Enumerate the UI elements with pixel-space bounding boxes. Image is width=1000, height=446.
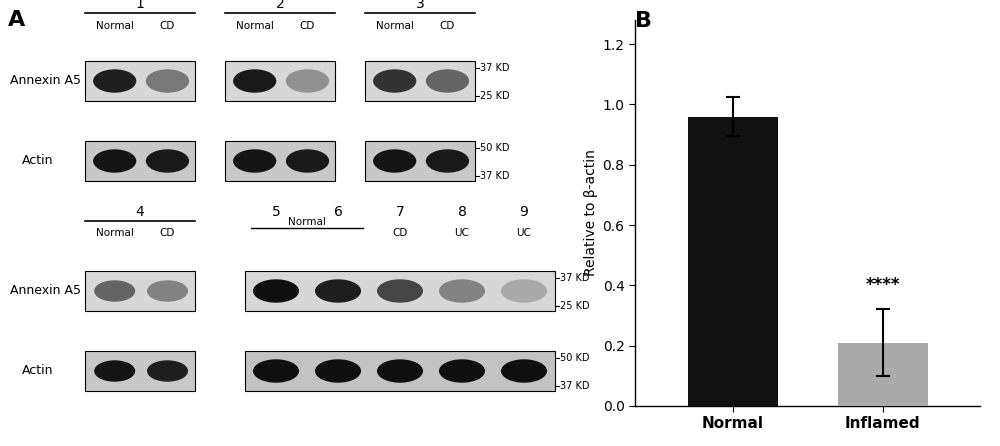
Ellipse shape [234, 150, 276, 172]
Text: UC: UC [517, 228, 531, 238]
Ellipse shape [147, 70, 188, 92]
Text: CD: CD [160, 21, 175, 31]
Text: Normal: Normal [96, 228, 134, 238]
Ellipse shape [378, 360, 422, 382]
Text: Normal: Normal [96, 21, 134, 31]
Text: CD: CD [300, 21, 315, 31]
Text: 50 KD: 50 KD [480, 143, 510, 153]
Bar [838, 343, 928, 406]
Text: Annexin A5: Annexin A5 [10, 285, 81, 297]
Ellipse shape [287, 70, 328, 92]
Text: 37 KD: 37 KD [480, 63, 510, 73]
Y-axis label: Relative to β-actin: Relative to β-actin [584, 149, 598, 277]
Text: A: A [8, 10, 25, 30]
Bar [85, 61, 195, 101]
Bar [365, 141, 475, 181]
Ellipse shape [94, 150, 136, 172]
Ellipse shape [148, 361, 187, 381]
Ellipse shape [427, 150, 468, 172]
Bar [85, 141, 195, 181]
Text: Normal: Normal [288, 217, 326, 227]
Text: Normal: Normal [376, 21, 414, 31]
Bar [85, 271, 195, 311]
Ellipse shape [374, 150, 416, 172]
Text: 7: 7 [396, 205, 404, 219]
Text: CD: CD [160, 228, 175, 238]
Ellipse shape [94, 70, 136, 92]
Bar [365, 61, 475, 101]
Bar [245, 351, 555, 391]
Text: UC: UC [455, 228, 469, 238]
Text: 3: 3 [416, 0, 424, 11]
Text: 4: 4 [136, 205, 144, 219]
Bar [688, 116, 778, 406]
Ellipse shape [440, 360, 484, 382]
Ellipse shape [378, 280, 422, 302]
Text: 25 KD: 25 KD [480, 91, 510, 101]
Text: 9: 9 [520, 205, 528, 219]
Text: ****: **** [865, 277, 900, 294]
Ellipse shape [234, 70, 276, 92]
Text: 2: 2 [276, 0, 284, 11]
Ellipse shape [374, 70, 416, 92]
Bar [245, 271, 555, 311]
Ellipse shape [316, 360, 360, 382]
Text: 6: 6 [334, 205, 342, 219]
Text: 37 KD: 37 KD [480, 171, 510, 181]
Ellipse shape [147, 150, 188, 172]
Bar [85, 351, 195, 391]
Ellipse shape [254, 280, 298, 302]
Text: 37 KD: 37 KD [560, 273, 590, 283]
Text: 5: 5 [272, 205, 280, 219]
Text: CD: CD [392, 228, 408, 238]
Ellipse shape [95, 281, 134, 301]
Text: CD: CD [440, 21, 455, 31]
Bar [225, 61, 335, 101]
Text: 25 KD: 25 KD [560, 301, 590, 311]
Ellipse shape [287, 150, 328, 172]
Text: 37 KD: 37 KD [560, 381, 590, 391]
Ellipse shape [427, 70, 468, 92]
Text: B: B [635, 11, 652, 31]
Ellipse shape [254, 360, 298, 382]
Text: Normal: Normal [236, 21, 274, 31]
Text: Annexin A5: Annexin A5 [10, 74, 81, 87]
Text: Actin: Actin [22, 154, 54, 168]
Ellipse shape [440, 280, 484, 302]
Text: 1: 1 [136, 0, 144, 11]
Text: 50 KD: 50 KD [560, 353, 590, 363]
Text: 8: 8 [458, 205, 466, 219]
Ellipse shape [316, 280, 360, 302]
Bar [225, 141, 335, 181]
Ellipse shape [148, 281, 187, 301]
Ellipse shape [502, 280, 546, 302]
Ellipse shape [502, 360, 546, 382]
Ellipse shape [95, 361, 134, 381]
Text: Actin: Actin [22, 364, 54, 377]
